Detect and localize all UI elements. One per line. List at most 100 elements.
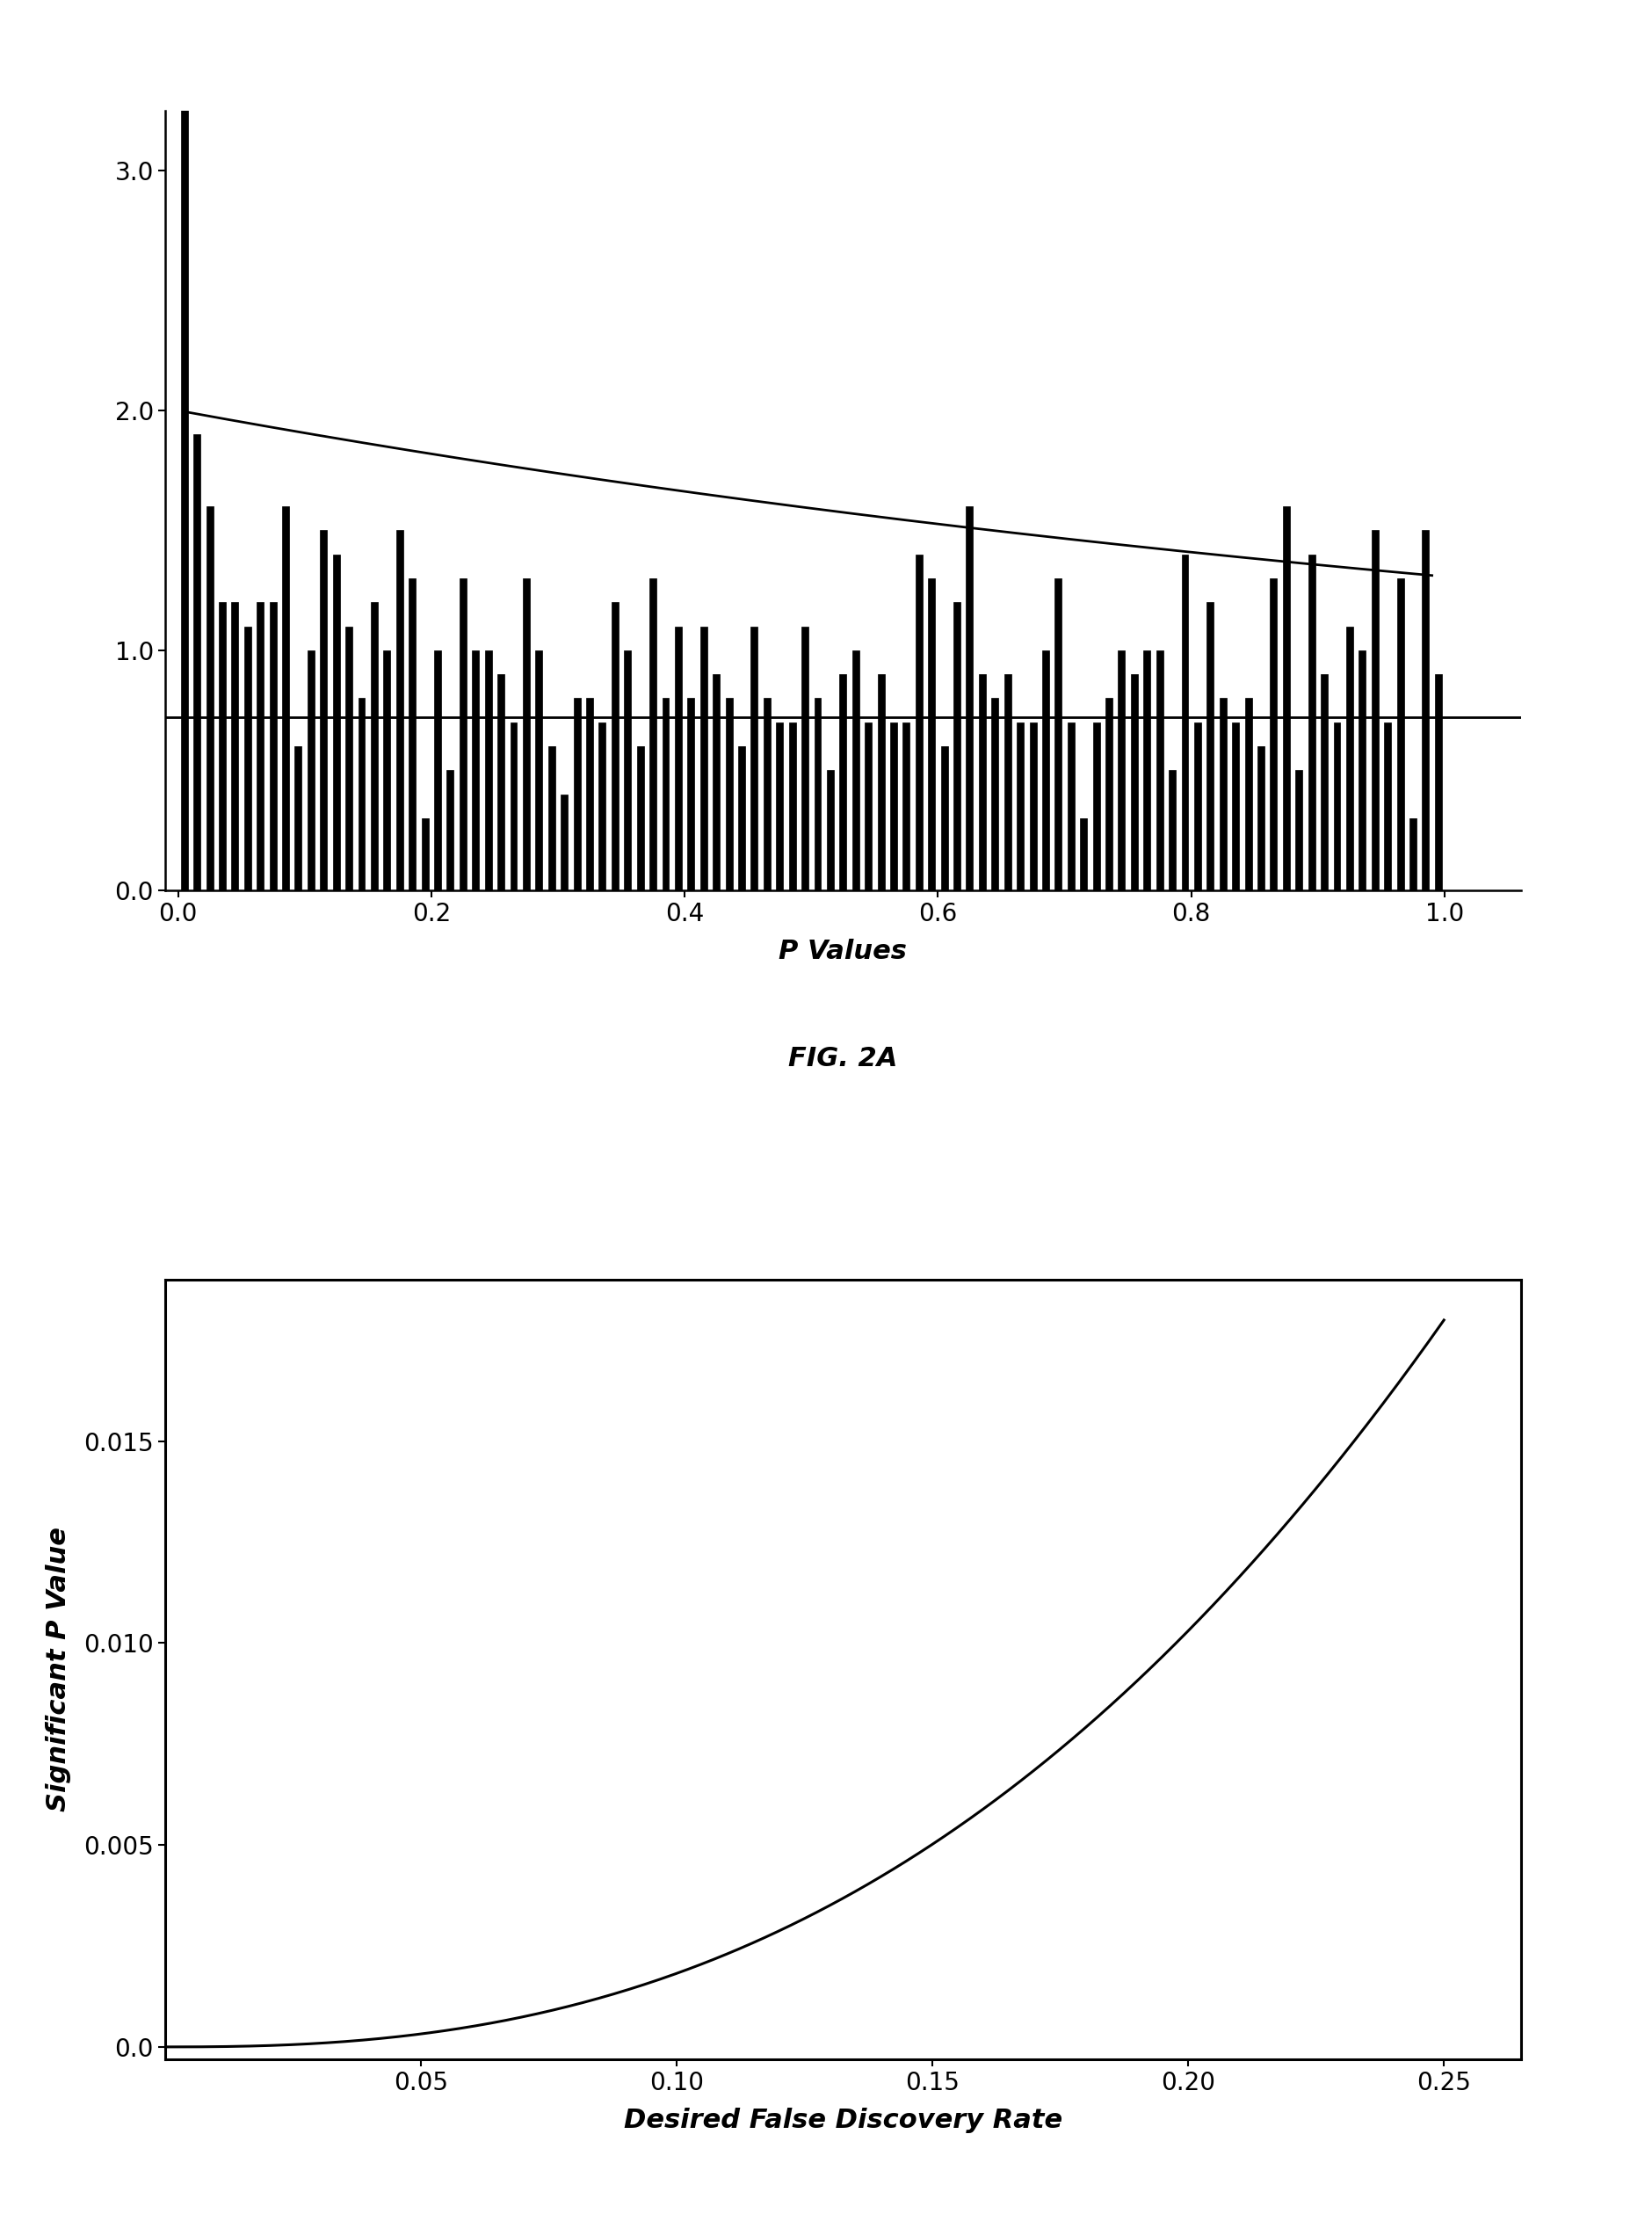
Bar <box>738 746 745 890</box>
Bar <box>383 651 390 890</box>
Bar <box>1282 507 1289 890</box>
Bar <box>1333 722 1340 890</box>
Bar <box>877 675 884 890</box>
Bar <box>674 627 681 890</box>
Bar <box>839 675 846 890</box>
Bar <box>1016 722 1023 890</box>
Bar <box>1421 531 1429 890</box>
Bar <box>256 602 264 890</box>
Bar <box>1383 722 1391 890</box>
Text: FIG. 2A: FIG. 2A <box>788 1045 897 1072</box>
Bar <box>244 627 251 890</box>
Bar <box>1409 819 1416 890</box>
Bar <box>852 651 859 890</box>
Bar <box>180 0 188 890</box>
Bar <box>1080 819 1087 890</box>
Bar <box>320 531 327 890</box>
Bar <box>497 675 504 890</box>
Bar <box>776 722 783 890</box>
Bar <box>522 578 530 890</box>
Bar <box>294 746 302 890</box>
Bar <box>902 722 909 890</box>
X-axis label: Desired False Discovery Rate: Desired False Discovery Rate <box>623 2108 1062 2132</box>
Bar <box>1358 651 1365 890</box>
Bar <box>396 531 403 890</box>
Bar <box>1067 722 1074 890</box>
Bar <box>269 602 276 890</box>
Bar <box>1143 651 1150 890</box>
Bar <box>1257 746 1264 890</box>
Bar <box>1130 675 1137 890</box>
Bar <box>573 697 580 890</box>
Bar <box>624 651 631 890</box>
Bar <box>484 651 492 890</box>
Bar <box>1193 722 1201 890</box>
Bar <box>560 795 568 890</box>
X-axis label: P Values: P Values <box>778 939 907 963</box>
Bar <box>446 770 454 890</box>
Bar <box>915 554 922 890</box>
Bar <box>978 675 985 890</box>
Bar <box>548 746 555 890</box>
Bar <box>1320 675 1327 890</box>
Bar <box>358 697 365 890</box>
Bar <box>826 770 833 890</box>
Bar <box>408 578 416 890</box>
Bar <box>370 602 378 890</box>
Bar <box>1295 770 1302 890</box>
Bar <box>218 602 226 890</box>
Bar <box>1054 578 1061 890</box>
Bar <box>421 819 428 890</box>
Bar <box>928 578 935 890</box>
Bar <box>1042 651 1049 890</box>
Bar <box>434 651 441 890</box>
Bar <box>586 697 593 890</box>
Bar <box>345 627 352 890</box>
Bar <box>1004 675 1011 890</box>
Bar <box>991 697 998 890</box>
Bar <box>1307 554 1315 890</box>
Bar <box>750 627 757 890</box>
Bar <box>510 722 517 890</box>
Bar <box>687 697 694 890</box>
Bar <box>1181 554 1188 890</box>
Bar <box>1434 675 1441 890</box>
Bar <box>814 697 821 890</box>
Bar <box>231 602 238 890</box>
Bar <box>636 746 643 890</box>
Bar <box>1105 697 1112 890</box>
Bar <box>1396 578 1403 890</box>
Bar <box>472 651 479 890</box>
Bar <box>332 554 340 890</box>
Bar <box>1155 651 1163 890</box>
Bar <box>1206 602 1213 890</box>
Bar <box>712 675 719 890</box>
Bar <box>535 651 542 890</box>
Bar <box>193 434 200 890</box>
Bar <box>1345 627 1353 890</box>
Bar <box>763 697 770 890</box>
Bar <box>1269 578 1277 890</box>
Bar <box>953 602 960 890</box>
Bar <box>282 507 289 890</box>
Bar <box>1029 722 1036 890</box>
Bar <box>1244 697 1251 890</box>
Bar <box>206 507 213 890</box>
Bar <box>966 507 973 890</box>
Bar <box>725 697 732 890</box>
Bar <box>1371 531 1378 890</box>
Bar <box>1092 722 1099 890</box>
Bar <box>662 697 669 890</box>
Bar <box>890 722 897 890</box>
Bar <box>611 602 618 890</box>
Bar <box>940 746 947 890</box>
Bar <box>649 578 656 890</box>
Bar <box>700 627 707 890</box>
Bar <box>598 722 606 890</box>
Bar <box>864 722 871 890</box>
Bar <box>1168 770 1175 890</box>
Bar <box>459 578 466 890</box>
Bar <box>1219 697 1226 890</box>
Bar <box>1231 722 1239 890</box>
Bar <box>1117 651 1125 890</box>
